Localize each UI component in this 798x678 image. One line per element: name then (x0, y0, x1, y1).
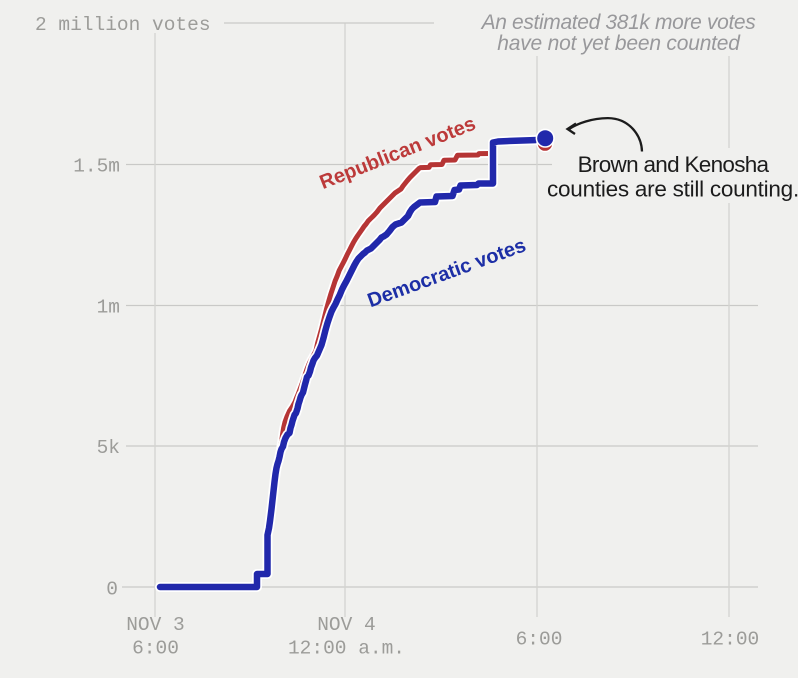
svg-text:NOV 3: NOV 3 (126, 614, 185, 636)
svg-text:6:00: 6:00 (132, 638, 179, 660)
svg-text:2 million votes: 2 million votes (35, 14, 211, 36)
svg-text:12:00: 12:00 (701, 629, 760, 651)
svg-text:1.5m: 1.5m (73, 156, 120, 178)
svg-text:6:00: 6:00 (516, 629, 563, 651)
svg-text:An estimated 381k more votes: An estimated 381k more votes (480, 11, 757, 34)
svg-text:counties are still counting.: counties are still counting. (547, 177, 798, 202)
svg-text:1m: 1m (97, 297, 120, 319)
svg-text:12:00 a.m.: 12:00 a.m. (288, 638, 405, 660)
svg-text:have not yet been counted: have not yet been counted (497, 32, 741, 55)
svg-text:Brown and Kenosha: Brown and Kenosha (578, 152, 770, 177)
svg-text:NOV 4: NOV 4 (317, 614, 376, 636)
svg-text:0: 0 (106, 579, 118, 601)
svg-text:5k: 5k (97, 437, 120, 459)
